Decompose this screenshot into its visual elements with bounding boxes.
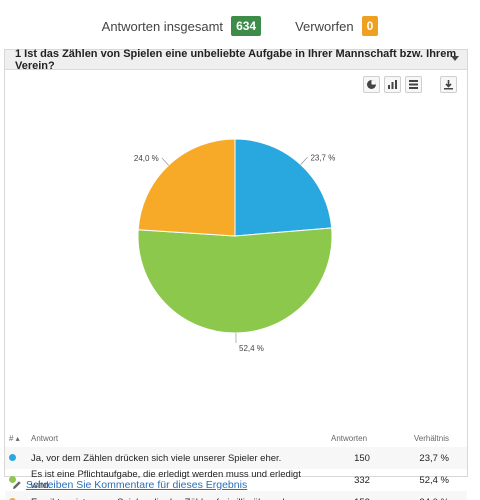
answer-count: 150 bbox=[327, 447, 397, 469]
chart-toolbar bbox=[363, 76, 457, 93]
answer-ratio: 24,0 % bbox=[397, 491, 467, 500]
answer-ratio: 23,7 % bbox=[397, 447, 467, 469]
series-dot bbox=[9, 453, 16, 461]
pie-label-connector bbox=[161, 157, 169, 166]
total-responses-label: Antworten insgesamt bbox=[101, 18, 224, 34]
question-panel: 1 Ist das Zählen von Spielen eine unbeli… bbox=[4, 47, 468, 500]
table-row: Ja, vor dem Zählen drücken sich viele un… bbox=[5, 447, 467, 469]
answer-text: Ja, vor dem Zählen drücken sich viele un… bbox=[27, 447, 327, 469]
index-header[interactable]: # ▴ bbox=[9, 434, 20, 443]
bar-chart-icon[interactable] bbox=[384, 76, 401, 93]
answer-text: Es ist eine Pflichtaufgabe, die erledigt… bbox=[31, 469, 301, 491]
answer-count: 152 bbox=[327, 491, 397, 500]
table-row: Es gibt meist genug Spieler, die das Zäh… bbox=[5, 491, 467, 500]
write-comment-link[interactable]: Schreiben Sie Kommentare für dieses Erge… bbox=[26, 479, 248, 491]
comment-link-row: Schreiben Sie Kommentare für dieses Erge… bbox=[12, 479, 247, 491]
pie-slice[interactable] bbox=[137, 227, 333, 334]
question-title: 1 Ist das Zählen von Spielen eine unbeli… bbox=[15, 47, 457, 72]
table-icon[interactable] bbox=[405, 76, 422, 93]
answer-count: 332 bbox=[354, 474, 370, 486]
chart-area: 23,7 % 52,4 % 24,0 % bbox=[5, 70, 467, 430]
pencil-icon bbox=[13, 481, 21, 489]
chevron-down-icon[interactable] bbox=[451, 56, 459, 61]
rejected-label: Verworfen bbox=[295, 18, 354, 34]
ratio-header: Verhältnis bbox=[413, 434, 449, 443]
pie-data-label: 23,7 % bbox=[310, 153, 335, 162]
pie-chart-icon[interactable] bbox=[363, 76, 380, 93]
answer-ratio: 52,4 % bbox=[419, 474, 449, 486]
rejected-badge: 0 bbox=[361, 16, 379, 36]
results-table: # ▴ Antwort Antworten Verhältnis Ja, vor… bbox=[5, 430, 467, 500]
summary-bar: Antworten insgesamt 634 Verworfen 0 bbox=[0, 14, 480, 38]
series-dot bbox=[9, 475, 16, 483]
pie-label-connector bbox=[300, 157, 308, 165]
pie-slice[interactable] bbox=[137, 138, 236, 237]
question-header[interactable]: 1 Ist das Zählen von Spielen eine unbeli… bbox=[5, 47, 467, 72]
download-icon[interactable] bbox=[440, 76, 457, 93]
answer-text: Es gibt meist genug Spieler, die das Zäh… bbox=[27, 491, 327, 500]
total-responses-badge: 634 bbox=[231, 16, 262, 36]
pie-data-label: 24,0 % bbox=[134, 154, 159, 163]
pie-data-label: 52,4 % bbox=[239, 344, 264, 353]
table-row: Es ist eine Pflichtaufgabe, die erledigt… bbox=[5, 469, 467, 491]
pie-chart: 23,7 % 52,4 % 24,0 % bbox=[134, 138, 335, 353]
answer-header: Antwort bbox=[31, 434, 59, 443]
count-header: Antworten bbox=[331, 434, 368, 443]
series-dot bbox=[9, 497, 16, 500]
